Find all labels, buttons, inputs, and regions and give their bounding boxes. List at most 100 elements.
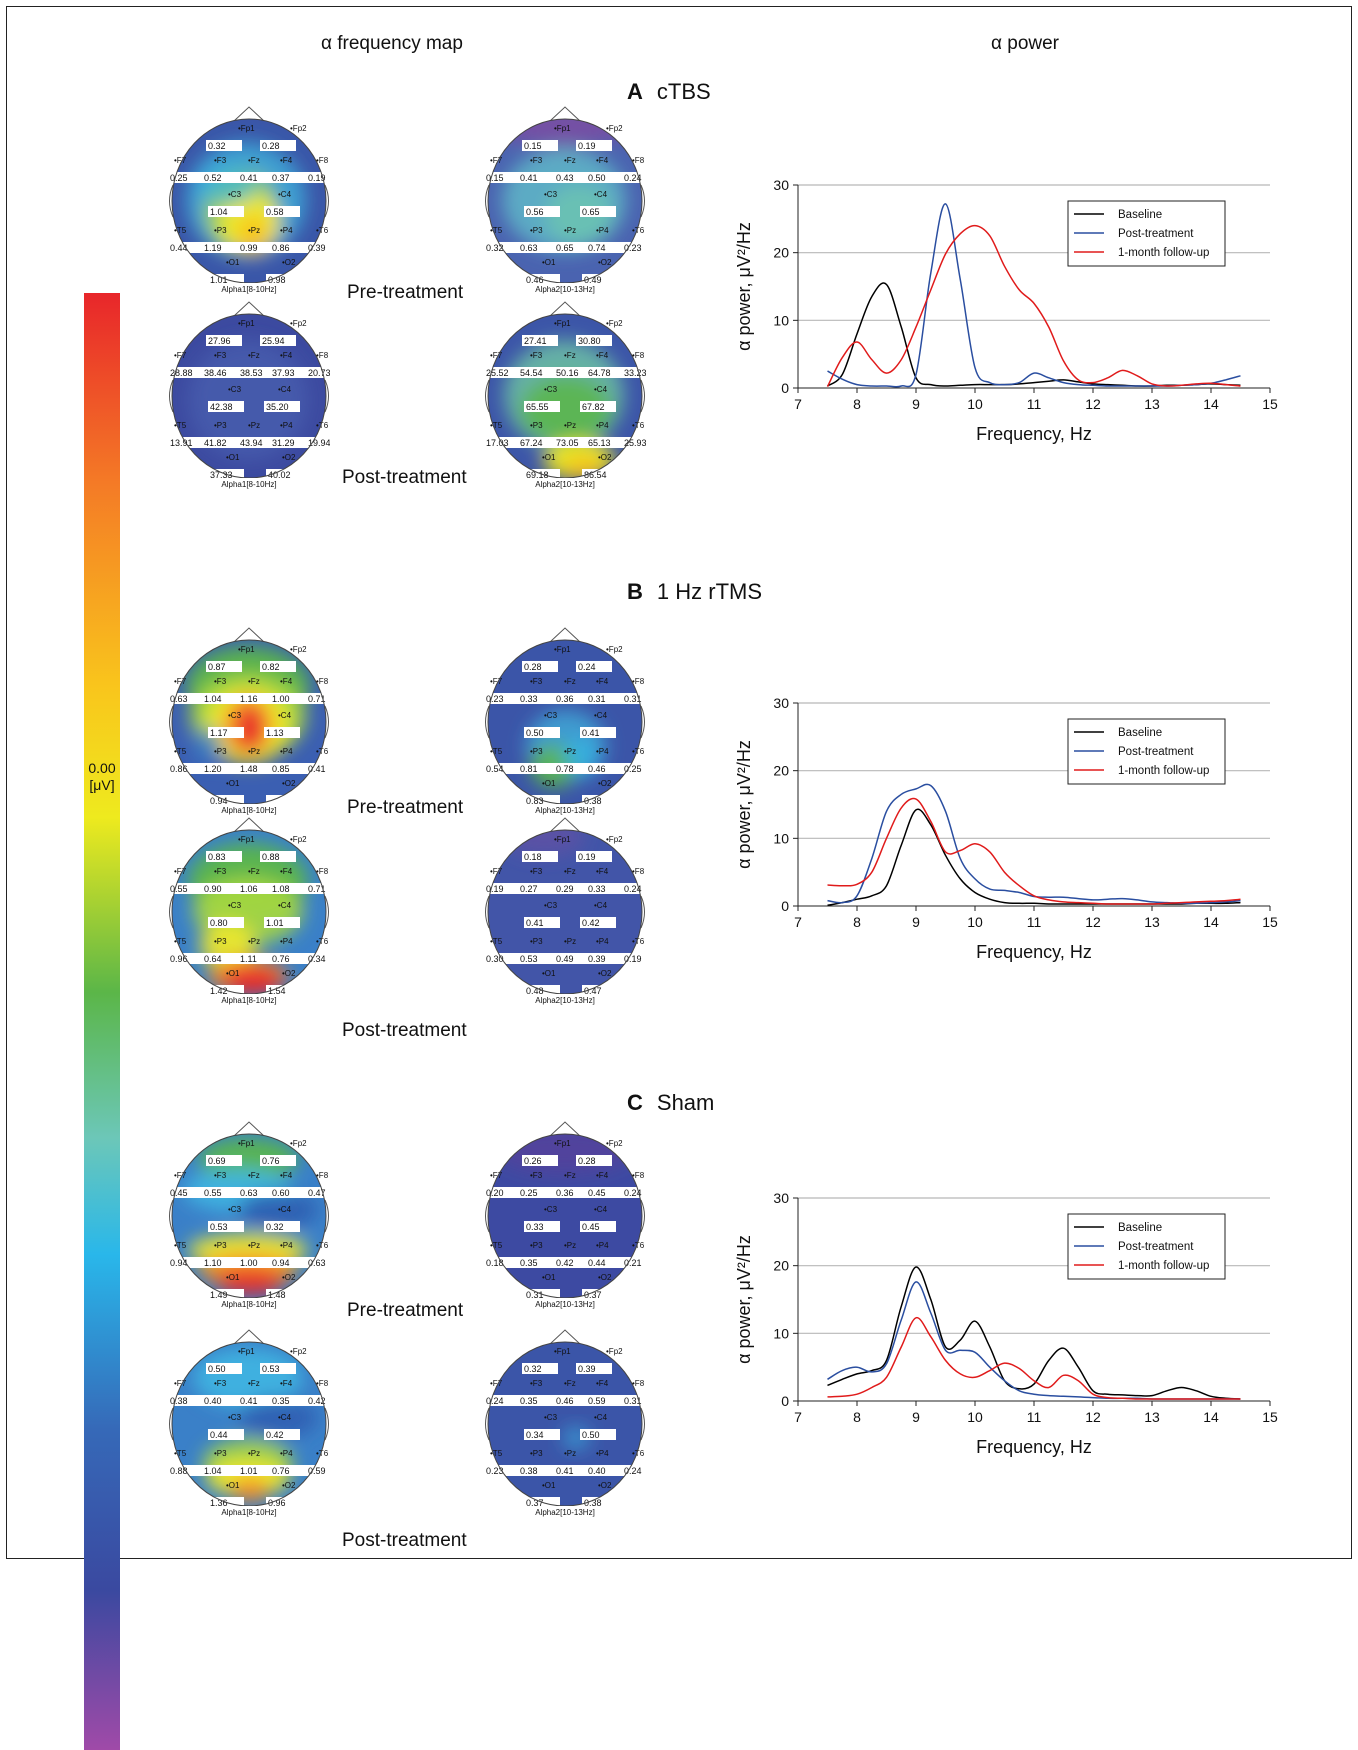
electrode-value: 0.37 xyxy=(584,1290,602,1300)
electrode-value-box xyxy=(554,1187,590,1198)
electrode-value-box xyxy=(522,335,558,346)
electrode-value: 0.86 xyxy=(272,243,290,253)
electrode-value-box xyxy=(524,727,560,738)
electrode-label: •Fz xyxy=(564,867,576,876)
electrode-value-box xyxy=(238,883,274,894)
electrode-label: •C4 xyxy=(278,711,292,720)
electrode-value: 0.45 xyxy=(582,1222,600,1232)
electrode-label: •Fp2 xyxy=(290,1347,307,1356)
electrode-value: 0.71 xyxy=(308,694,326,704)
electrode-label: •T5 xyxy=(490,421,503,430)
band-label: Alpha1[8-10Hz] xyxy=(221,1300,276,1309)
x-tick-label: 9 xyxy=(912,396,920,412)
electrode-label: •O2 xyxy=(598,779,612,788)
y-tick-label: 30 xyxy=(773,1190,789,1206)
electrode-value-box xyxy=(484,367,520,378)
electrode-value-box xyxy=(554,693,590,704)
electrode-value: 0.24 xyxy=(624,173,642,183)
electrode-value: 1.06 xyxy=(240,884,258,894)
electrode-value: 1.01 xyxy=(240,1466,258,1476)
electrode-value: 0.31 xyxy=(624,1396,642,1406)
electrode-label: •P3 xyxy=(530,421,543,430)
electrode-label: •T6 xyxy=(632,1241,645,1250)
x-tick-label: 11 xyxy=(1027,396,1042,412)
electrode-label: •F3 xyxy=(214,1171,227,1180)
electrode-value: 33.23 xyxy=(624,368,646,378)
electrode-value: 0.46 xyxy=(526,275,544,285)
electrode-value-box xyxy=(484,1395,520,1406)
electrode-value: 1.10 xyxy=(204,1258,222,1268)
electrode-value: 0.19 xyxy=(578,141,596,151)
electrode-value: 27.41 xyxy=(524,336,547,346)
electrode-value: 40.02 xyxy=(268,470,291,480)
electrode-value-box xyxy=(524,917,560,928)
electrode-value-box xyxy=(266,274,302,285)
electrode-value-box xyxy=(202,367,238,378)
x-tick-label: 7 xyxy=(794,914,802,930)
electrode-value: 65.13 xyxy=(588,438,611,448)
electrode-label: •T5 xyxy=(490,1449,503,1458)
x-tick-label: 12 xyxy=(1085,396,1101,412)
electrode-value: 20.73 xyxy=(308,368,330,378)
electrode-value-box xyxy=(518,763,554,774)
electrode-label: •T6 xyxy=(316,747,329,756)
electrode-value-box xyxy=(306,367,330,378)
electrode-value: 0.76 xyxy=(272,1466,290,1476)
electrode-label: •P4 xyxy=(596,747,609,756)
electrode-value-box xyxy=(554,1395,590,1406)
electrode-value: 0.63 xyxy=(170,694,188,704)
electrode-value: 0.48 xyxy=(526,986,544,996)
series-line-1-month-follow-up xyxy=(827,1317,1241,1400)
electrode-value: 0.56 xyxy=(526,207,544,217)
electrode-value-box xyxy=(524,401,560,412)
electrode-value-box xyxy=(522,851,558,862)
electrode-label: •C3 xyxy=(228,901,242,910)
electrode-value: 0.43 xyxy=(556,173,574,183)
series-line-baseline xyxy=(827,1266,1241,1400)
electrode-label: •F7 xyxy=(490,1171,503,1180)
band-label: Alpha1[8-10Hz] xyxy=(221,1508,276,1517)
electrode-label: •Fp1 xyxy=(554,645,571,654)
electrode-value: 1.04 xyxy=(210,207,228,217)
electrode-label: •C3 xyxy=(544,190,558,199)
electrode-value: 0.25 xyxy=(624,764,642,774)
electrode-value: 0.49 xyxy=(584,275,602,285)
electrode-label: •F8 xyxy=(316,867,329,876)
electrode-label: •P3 xyxy=(214,1241,227,1250)
electrode-label: •F7 xyxy=(490,867,503,876)
electrode-value-box xyxy=(306,1257,330,1268)
electrode-label: •Pz xyxy=(564,937,576,946)
electrode-value: 0.38 xyxy=(520,1466,538,1476)
electrode-label: •C4 xyxy=(594,385,608,394)
electrode-value-box xyxy=(586,1465,622,1476)
electrode-value: 1.54 xyxy=(268,986,286,996)
electrode-label: •P3 xyxy=(214,226,227,235)
electrode-value-box xyxy=(622,242,646,253)
section-letter: C xyxy=(627,1090,643,1115)
electrode-label: •F3 xyxy=(530,351,543,360)
electrode-value-box xyxy=(518,437,554,448)
y-axis-label: α power, μV²/Hz xyxy=(734,740,754,869)
electrode-value: 31.29 xyxy=(272,438,295,448)
electrode-label: •F8 xyxy=(316,677,329,686)
band-label: Alpha2[10-13Hz] xyxy=(535,1300,595,1309)
electrode-label: •P3 xyxy=(530,1449,543,1458)
electrode-value-box xyxy=(586,172,622,183)
electrode-value: 0.32 xyxy=(524,1364,542,1374)
electrode-value: 1.01 xyxy=(210,275,228,285)
x-tick-label: 15 xyxy=(1262,1409,1278,1425)
electrode-value: 0.87 xyxy=(208,662,226,672)
electrode-label: •C4 xyxy=(278,1205,292,1214)
electrode-value: 0.83 xyxy=(208,852,226,862)
electrode-label: •O2 xyxy=(598,258,612,267)
electrode-value-box xyxy=(580,401,616,412)
electrode-label: •C4 xyxy=(594,901,608,910)
power-chart-a: 7 8 9 10 11 12 13 14 15 0 10 20 30 Frequency, Hz α pow… xyxy=(734,177,1278,444)
electrode-value-box xyxy=(518,883,554,894)
electrode-value: 0.19 xyxy=(578,852,596,862)
electrode-label: •Fz xyxy=(564,1379,576,1388)
electrode-value: 0.29 xyxy=(556,884,574,894)
electrode-value-box xyxy=(518,367,554,378)
electrode-value: 43.94 xyxy=(240,438,263,448)
electrode-value: 0.31 xyxy=(526,1290,544,1300)
